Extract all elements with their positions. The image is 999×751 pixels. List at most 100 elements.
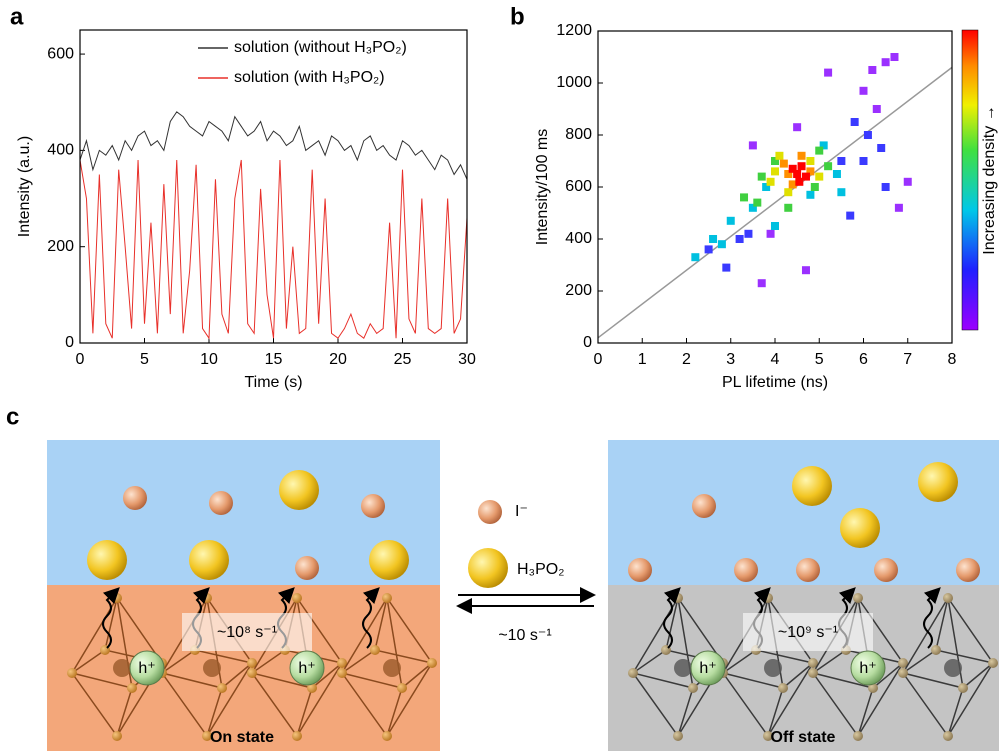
atom — [778, 683, 788, 693]
atom — [427, 658, 437, 668]
x-tick-label: 5 — [815, 351, 824, 368]
atom — [931, 645, 941, 655]
atom — [202, 731, 212, 741]
y-tick-label: 0 — [583, 334, 592, 351]
y-tick-label: 600 — [565, 178, 592, 195]
colorbar — [961, 29, 979, 331]
scatter-point — [846, 211, 855, 220]
scatter-point — [824, 68, 833, 77]
scatter-point — [722, 263, 731, 272]
atom — [764, 659, 782, 677]
atom — [688, 683, 698, 693]
atom — [127, 683, 137, 693]
atom — [808, 658, 818, 668]
scatter-point — [744, 229, 753, 238]
iodide — [796, 558, 820, 582]
atom — [370, 645, 380, 655]
atom — [898, 668, 908, 678]
rate-box — [743, 613, 873, 651]
iodide — [692, 494, 716, 518]
scatter-point — [784, 203, 793, 212]
atom — [943, 593, 953, 603]
scatter-point — [797, 162, 806, 171]
iodide — [209, 491, 233, 515]
atom — [674, 659, 692, 677]
atom — [868, 683, 878, 693]
y-axis-label: Intensity (a.u.) — [16, 136, 33, 237]
x-axis-label: PL lifetime (ns) — [722, 374, 828, 391]
atom — [113, 659, 131, 677]
rate-box — [182, 613, 312, 651]
atom — [628, 668, 638, 678]
scatter-point — [815, 172, 824, 181]
iodide — [123, 486, 147, 510]
scatter-point — [784, 188, 793, 197]
line-series — [79, 111, 468, 180]
h3po2 — [189, 540, 229, 580]
plot-frame — [79, 29, 468, 344]
scatter-point — [793, 170, 802, 178]
scatter-point — [806, 167, 815, 176]
diagram: c I⁻ H₃PO₂ ~10 s⁻¹ ~10⁸ s⁻¹ h⁺ h⁺ On state ~… — [6, 403, 999, 751]
h3po2 — [918, 462, 958, 502]
scatter-point — [868, 66, 877, 74]
scatter-point — [691, 253, 700, 262]
atom — [247, 668, 257, 678]
emission-arrow — [663, 587, 681, 649]
hole-label: h⁺ — [298, 660, 315, 677]
scatter-point — [837, 157, 846, 165]
scatter-point — [784, 170, 793, 178]
scatter-point — [726, 216, 735, 225]
panel-label: c — [6, 403, 19, 430]
atom — [382, 593, 392, 603]
x-tick-label: 20 — [329, 351, 347, 368]
scatter-point — [766, 177, 775, 186]
atom — [203, 659, 221, 677]
y-tick-label: 400 — [565, 230, 592, 247]
y-tick-label: 1200 — [556, 22, 592, 39]
rate-label: ~10⁹ s⁻¹ — [778, 624, 838, 641]
iodide — [628, 558, 652, 582]
atom — [808, 668, 818, 678]
scatter-point — [903, 177, 912, 186]
scatter-point — [881, 183, 890, 191]
atom — [397, 683, 407, 693]
scatter-point — [757, 279, 766, 288]
scatter-point — [863, 131, 872, 139]
x-tick-label: 3 — [726, 351, 735, 368]
atom — [247, 658, 257, 668]
atom — [943, 731, 953, 741]
fit-line — [597, 66, 953, 339]
legend-label: I⁻ — [515, 503, 528, 520]
atom — [337, 658, 347, 668]
y-tick-label: 200 — [565, 282, 592, 299]
x-tick-label: 8 — [948, 351, 957, 368]
plot-frame — [597, 30, 953, 344]
scatter-point — [788, 180, 797, 189]
y-axis-label: Intensity/100 ms — [534, 129, 551, 246]
scatter-point — [837, 188, 846, 197]
y-tick-label: 800 — [565, 126, 592, 143]
hole — [289, 650, 325, 686]
line-series — [79, 159, 468, 340]
scatter-point — [819, 141, 828, 150]
x-tick-label: 4 — [771, 351, 780, 368]
panel-label: b — [510, 3, 525, 30]
scatter-point — [735, 235, 744, 243]
legend-label: solution (with H₃PO₂) — [234, 69, 385, 86]
h3po2 — [792, 466, 832, 506]
scatter-point — [771, 167, 779, 176]
atom — [292, 593, 302, 603]
x-tick-label: 2 — [682, 351, 691, 368]
y-tick-label: 400 — [47, 142, 74, 159]
iodide — [295, 556, 319, 580]
scatter-point — [704, 245, 713, 254]
h3po2-icon — [468, 548, 508, 588]
scatter-point — [859, 157, 868, 165]
h3po2 — [369, 540, 409, 580]
panel-label: a — [10, 3, 24, 30]
emission-arrow — [923, 587, 941, 649]
hole-label: h⁺ — [138, 660, 155, 677]
scatter-point — [894, 203, 903, 212]
